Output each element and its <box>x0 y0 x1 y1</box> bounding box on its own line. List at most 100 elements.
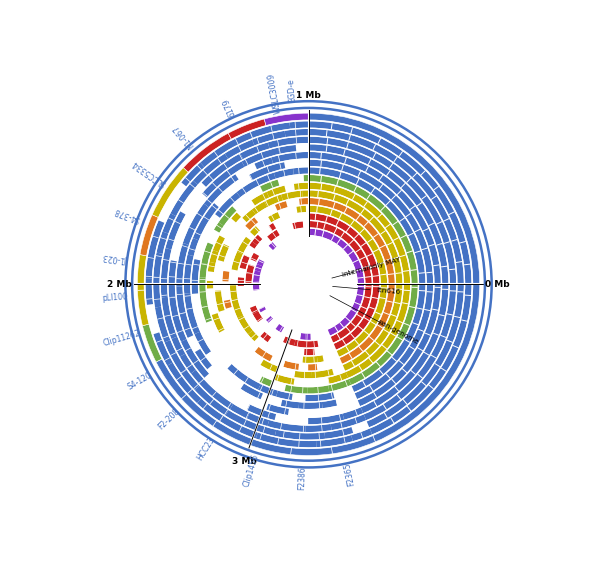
Wedge shape <box>305 333 311 340</box>
Wedge shape <box>181 394 217 426</box>
Wedge shape <box>294 339 307 347</box>
Wedge shape <box>146 278 153 305</box>
Wedge shape <box>308 167 426 392</box>
Text: F2365: F2365 <box>342 462 356 487</box>
Wedge shape <box>327 372 348 384</box>
Wedge shape <box>214 222 224 233</box>
Wedge shape <box>215 192 240 218</box>
Wedge shape <box>307 129 308 135</box>
Wedge shape <box>218 244 229 262</box>
Wedge shape <box>245 273 252 283</box>
Wedge shape <box>308 414 344 425</box>
Wedge shape <box>300 333 306 340</box>
Wedge shape <box>163 213 176 234</box>
Text: J1-023: J1-023 <box>104 251 129 263</box>
Wedge shape <box>308 152 441 406</box>
Text: ttn616: ttn616 <box>376 287 401 296</box>
Text: pLI100: pLI100 <box>102 293 128 303</box>
Text: S4-120: S4-120 <box>126 371 154 392</box>
Wedge shape <box>161 297 177 339</box>
Wedge shape <box>255 264 262 272</box>
Wedge shape <box>312 369 334 378</box>
Wedge shape <box>213 235 225 252</box>
Text: S4-378: S4-378 <box>113 205 141 224</box>
Wedge shape <box>191 259 200 294</box>
Wedge shape <box>308 190 403 371</box>
Wedge shape <box>197 399 223 421</box>
Wedge shape <box>285 129 307 137</box>
Wedge shape <box>308 364 317 370</box>
Wedge shape <box>268 242 276 250</box>
Wedge shape <box>304 175 308 181</box>
Wedge shape <box>166 211 185 249</box>
Wedge shape <box>184 133 231 172</box>
Wedge shape <box>283 361 299 370</box>
Text: pan-genome: pan-genome <box>376 318 419 345</box>
Wedge shape <box>268 223 276 231</box>
Wedge shape <box>154 253 163 277</box>
Wedge shape <box>137 254 147 291</box>
Wedge shape <box>308 160 433 399</box>
Wedge shape <box>200 132 252 167</box>
Wedge shape <box>275 430 325 440</box>
Wedge shape <box>224 300 232 309</box>
Wedge shape <box>237 173 276 197</box>
Wedge shape <box>253 274 260 282</box>
Wedge shape <box>193 203 219 240</box>
Wedge shape <box>193 154 228 185</box>
Text: F2-208: F2-208 <box>156 407 181 432</box>
Wedge shape <box>164 340 187 374</box>
Wedge shape <box>225 410 276 436</box>
Wedge shape <box>259 306 266 312</box>
Wedge shape <box>256 432 317 448</box>
Wedge shape <box>322 400 337 408</box>
Wedge shape <box>250 226 260 236</box>
Wedge shape <box>146 220 164 278</box>
Wedge shape <box>140 215 158 256</box>
Wedge shape <box>155 307 170 342</box>
Wedge shape <box>308 205 387 357</box>
Wedge shape <box>308 182 410 378</box>
Text: 0 Mb: 0 Mb <box>485 280 509 289</box>
Text: 3 Mb: 3 Mb <box>232 457 256 466</box>
Wedge shape <box>252 235 262 245</box>
Wedge shape <box>276 391 293 400</box>
Circle shape <box>145 120 472 448</box>
Wedge shape <box>306 424 332 432</box>
Wedge shape <box>267 420 306 432</box>
Wedge shape <box>351 428 372 441</box>
Wedge shape <box>275 201 288 211</box>
Wedge shape <box>308 198 395 364</box>
Wedge shape <box>228 119 266 139</box>
Wedge shape <box>343 408 363 419</box>
Wedge shape <box>238 315 253 334</box>
Wedge shape <box>273 374 294 385</box>
Wedge shape <box>230 285 238 301</box>
Wedge shape <box>299 402 323 409</box>
Wedge shape <box>250 306 258 314</box>
Wedge shape <box>308 175 418 385</box>
Wedge shape <box>260 332 272 342</box>
Wedge shape <box>294 182 308 190</box>
Text: EGD-e: EGD-e <box>286 78 297 103</box>
Wedge shape <box>241 383 263 399</box>
Wedge shape <box>308 213 379 350</box>
Wedge shape <box>316 435 353 447</box>
Wedge shape <box>308 386 329 394</box>
Wedge shape <box>266 404 289 415</box>
Wedge shape <box>250 122 290 138</box>
Wedge shape <box>274 168 294 178</box>
Wedge shape <box>194 386 229 415</box>
Text: SLCC5334: SLCC5334 <box>131 158 168 187</box>
Wedge shape <box>176 287 185 314</box>
Wedge shape <box>276 324 284 333</box>
Wedge shape <box>179 312 193 338</box>
Wedge shape <box>290 121 308 129</box>
Wedge shape <box>238 278 244 286</box>
Wedge shape <box>278 145 296 154</box>
Wedge shape <box>252 131 285 145</box>
Wedge shape <box>241 148 279 167</box>
Wedge shape <box>281 400 299 409</box>
Wedge shape <box>199 263 208 278</box>
Wedge shape <box>296 205 306 213</box>
